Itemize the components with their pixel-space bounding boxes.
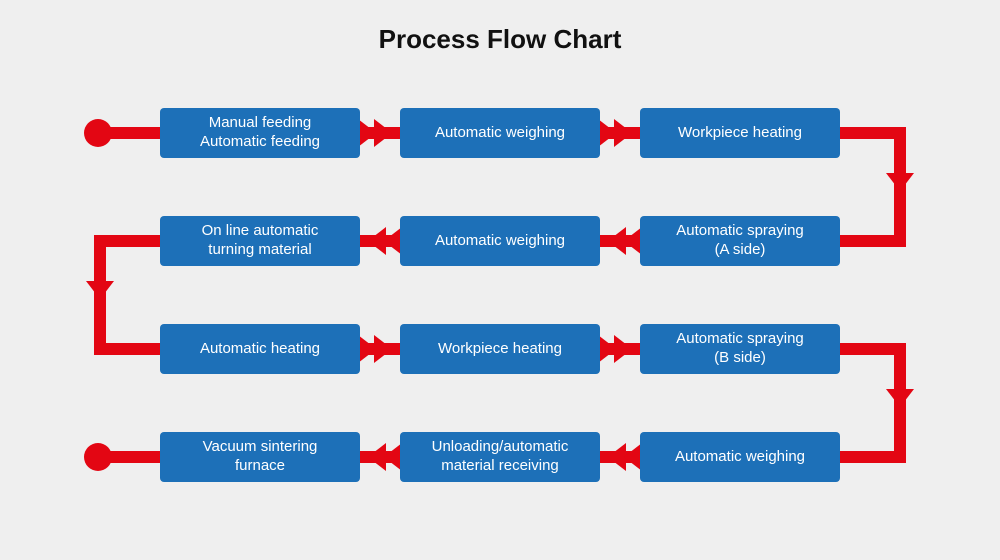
chart-title: Process Flow Chart	[0, 24, 1000, 55]
process-node: On line automatic turning material	[160, 216, 360, 266]
process-node: Automatic weighing	[400, 216, 600, 266]
process-node: Automatic spraying (A side)	[640, 216, 840, 266]
process-node: Workpiece heating	[640, 108, 840, 158]
process-node: Automatic heating	[160, 324, 360, 374]
process-node: Automatic spraying (B side)	[640, 324, 840, 374]
flowchart-canvas: Process Flow Chart Manual feeding Automa…	[0, 0, 1000, 560]
process-node: Automatic weighing	[640, 432, 840, 482]
process-node: Automatic weighing	[400, 108, 600, 158]
process-node: Vacuum sintering furnace	[160, 432, 360, 482]
process-node: Workpiece heating	[400, 324, 600, 374]
process-node: Unloading/automatic material receiving	[400, 432, 600, 482]
process-node: Manual feeding Automatic feeding	[160, 108, 360, 158]
